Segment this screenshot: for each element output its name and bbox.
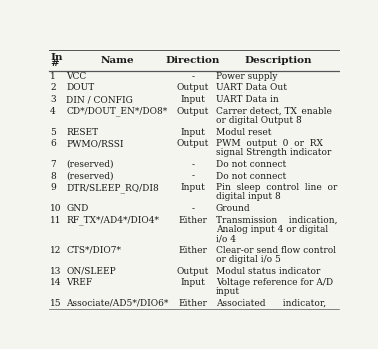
Text: 15: 15 [50, 299, 62, 308]
Text: signal Strength indicator: signal Strength indicator [216, 148, 331, 157]
Text: GND: GND [66, 204, 89, 213]
Text: #: # [50, 59, 59, 68]
Text: Output: Output [177, 107, 209, 116]
Text: Input: Input [181, 278, 206, 287]
Text: Ground: Ground [216, 204, 250, 213]
Text: 14: 14 [50, 278, 62, 287]
Text: Clear-or send flow control: Clear-or send flow control [216, 246, 336, 255]
Text: PWM  output  0  or  RX: PWM output 0 or RX [216, 139, 322, 148]
Text: Output: Output [177, 139, 209, 148]
Text: Output: Output [177, 83, 209, 92]
Text: Description: Description [245, 56, 313, 65]
Text: Input: Input [181, 127, 206, 136]
Text: VREF: VREF [66, 278, 93, 287]
Text: UART Data in: UART Data in [216, 95, 279, 104]
Text: 8: 8 [50, 172, 56, 180]
Text: Associated      indicator,: Associated indicator, [216, 299, 326, 308]
Text: 3: 3 [50, 95, 56, 104]
Text: -: - [192, 160, 195, 169]
Text: DIN / CONFIG: DIN / CONFIG [66, 95, 133, 104]
Text: Modul status indicator: Modul status indicator [216, 267, 320, 275]
Text: 6: 6 [50, 139, 56, 148]
Text: Pin  sleep  control  line  or: Pin sleep control line or [216, 183, 337, 192]
Text: VCC: VCC [66, 72, 87, 81]
Text: (reserved): (reserved) [66, 172, 114, 180]
Text: 7: 7 [50, 160, 56, 169]
Text: Either: Either [179, 216, 208, 225]
Text: ON/SLEEP: ON/SLEEP [66, 267, 116, 275]
Text: Transmission    indication,: Transmission indication, [216, 216, 337, 225]
Text: -: - [192, 72, 195, 81]
Text: Output: Output [177, 267, 209, 275]
Text: 13: 13 [50, 267, 62, 275]
Text: input: input [216, 287, 240, 296]
Text: (reserved): (reserved) [66, 160, 114, 169]
Text: Modul reset: Modul reset [216, 127, 271, 136]
Text: Name: Name [101, 56, 134, 65]
Text: CTS*/DIO7*: CTS*/DIO7* [66, 246, 121, 255]
Text: DOUT: DOUT [66, 83, 94, 92]
Text: i/o 4: i/o 4 [216, 234, 236, 243]
Text: 5: 5 [50, 127, 56, 136]
Text: 9: 9 [50, 183, 56, 192]
Text: UART Data Out: UART Data Out [216, 83, 287, 92]
Text: -: - [192, 204, 195, 213]
Text: DTR/SLEEP_RQ/DI8: DTR/SLEEP_RQ/DI8 [66, 183, 159, 193]
Text: digital input 8: digital input 8 [216, 192, 280, 201]
Text: Either: Either [179, 299, 208, 308]
Text: CD*/DOUT_EN*/DO8*: CD*/DOUT_EN*/DO8* [66, 106, 167, 116]
Text: Analog input 4 or digital: Analog input 4 or digital [216, 225, 328, 234]
Text: or digital i/o 5: or digital i/o 5 [216, 255, 280, 264]
Text: 2: 2 [50, 83, 56, 92]
Text: Either: Either [179, 246, 208, 255]
Text: 11: 11 [50, 216, 62, 225]
Text: In: In [50, 52, 63, 61]
Text: Carrer detect, TX_enable: Carrer detect, TX_enable [216, 106, 332, 116]
Text: Associate/AD5*/DIO6*: Associate/AD5*/DIO6* [66, 299, 169, 308]
Text: 12: 12 [50, 246, 62, 255]
Text: RESET: RESET [66, 127, 98, 136]
Text: Power supply: Power supply [216, 72, 277, 81]
Text: 1: 1 [50, 72, 56, 81]
Text: PWMO/RSSI: PWMO/RSSI [66, 139, 124, 148]
Text: Voltage reference for A/D: Voltage reference for A/D [216, 278, 333, 287]
Text: Input: Input [181, 95, 206, 104]
Text: Do not connect: Do not connect [216, 172, 286, 180]
Text: RF_TX*/AD4*/DIO4*: RF_TX*/AD4*/DIO4* [66, 215, 159, 225]
Text: 10: 10 [50, 204, 62, 213]
Text: Direction: Direction [166, 56, 220, 65]
Text: or digital Output 8: or digital Output 8 [216, 116, 301, 125]
Text: Input: Input [181, 183, 206, 192]
Text: 4: 4 [50, 107, 56, 116]
Text: Do not connect: Do not connect [216, 160, 286, 169]
Text: -: - [192, 172, 195, 180]
